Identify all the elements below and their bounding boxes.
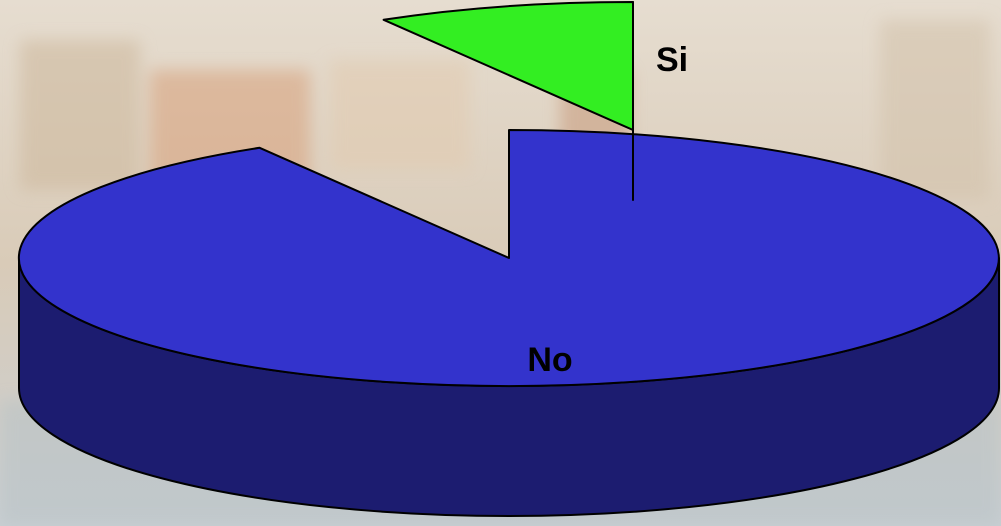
page: {"chart_data": {"type": "pie", "categori… [0,0,1001,526]
slice-label: Si [656,41,688,79]
chart: No Si [0,0,1001,526]
slice [19,130,999,386]
slice-label: No [527,341,572,379]
